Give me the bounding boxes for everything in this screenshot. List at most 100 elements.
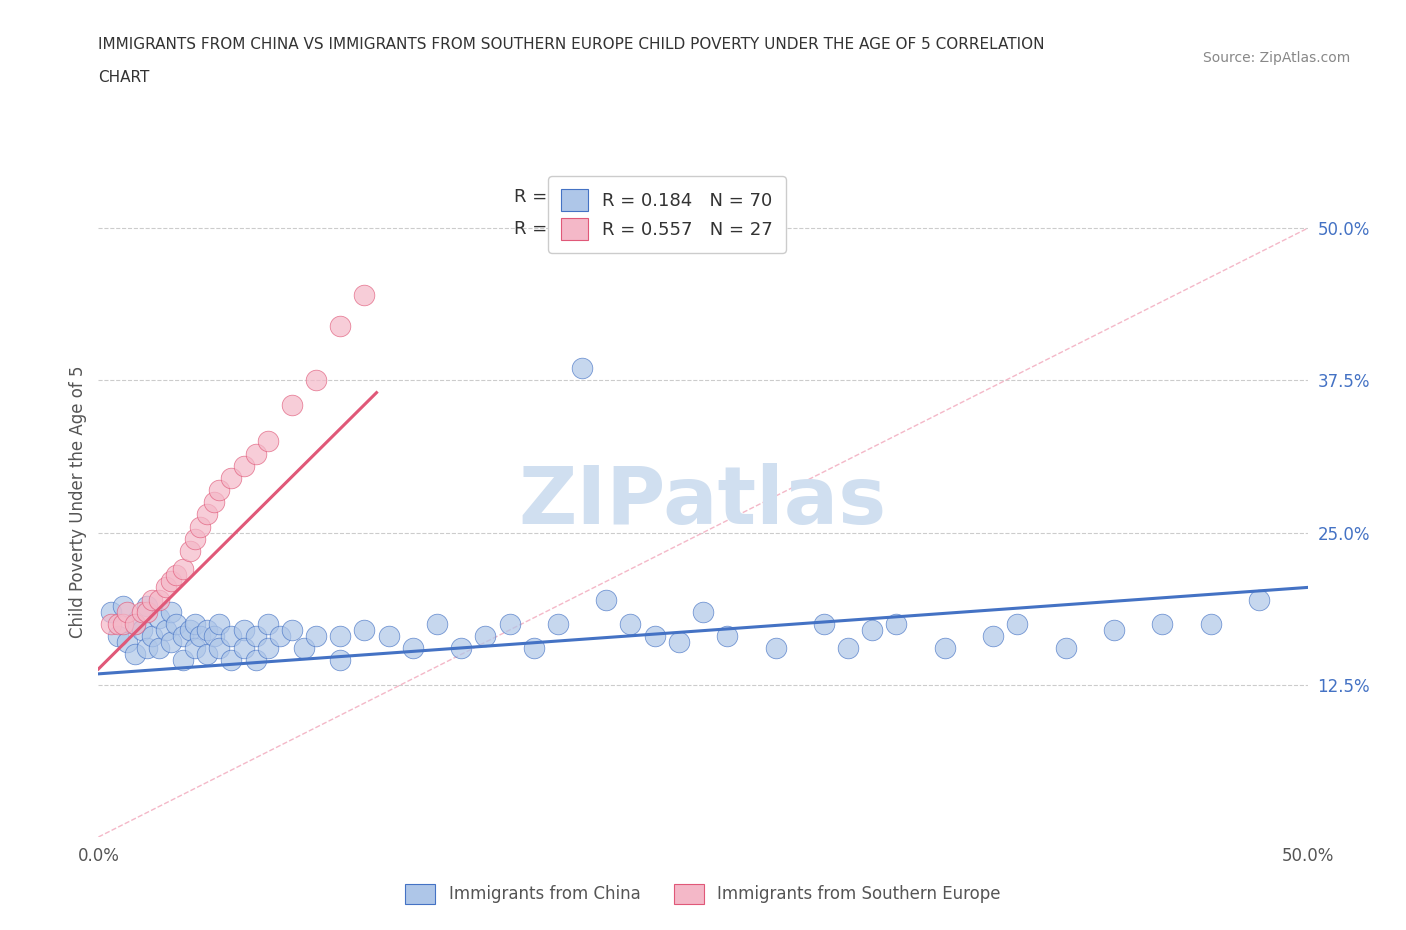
- Point: [595, 592, 617, 607]
- Point: [131, 622, 153, 637]
- Point: [188, 629, 211, 644]
- Point: [135, 641, 157, 656]
- Point: [619, 617, 641, 631]
- Legend: Immigrants from China, Immigrants from Southern Europe: Immigrants from China, Immigrants from S…: [396, 875, 1010, 912]
- Point: [474, 629, 496, 644]
- Text: 70: 70: [652, 188, 675, 206]
- Point: [221, 629, 243, 644]
- Point: [107, 629, 129, 644]
- Point: [135, 598, 157, 613]
- Point: [305, 629, 328, 644]
- Point: [571, 361, 593, 376]
- Point: [402, 641, 425, 656]
- Point: [195, 647, 218, 662]
- Point: [195, 622, 218, 637]
- Point: [148, 592, 170, 607]
- Point: [155, 622, 177, 637]
- Point: [204, 629, 226, 644]
- Point: [281, 622, 304, 637]
- Point: [692, 604, 714, 619]
- Point: [860, 622, 883, 637]
- Point: [100, 604, 122, 619]
- Point: [107, 617, 129, 631]
- Point: [934, 641, 956, 656]
- Y-axis label: Child Poverty Under the Age of 5: Child Poverty Under the Age of 5: [69, 365, 87, 639]
- Point: [221, 653, 243, 668]
- Text: CHART: CHART: [98, 70, 150, 85]
- Point: [141, 629, 163, 644]
- Point: [100, 617, 122, 631]
- Text: Source: ZipAtlas.com: Source: ZipAtlas.com: [1202, 51, 1350, 65]
- Point: [155, 580, 177, 595]
- Point: [329, 318, 352, 333]
- Point: [668, 635, 690, 650]
- Text: IMMIGRANTS FROM CHINA VS IMMIGRANTS FROM SOUTHERN EUROPE CHILD POVERTY UNDER THE: IMMIGRANTS FROM CHINA VS IMMIGRANTS FROM…: [98, 37, 1045, 52]
- Point: [1102, 622, 1125, 637]
- Point: [160, 604, 183, 619]
- Point: [305, 373, 328, 388]
- Point: [172, 562, 194, 577]
- Point: [221, 471, 243, 485]
- Point: [124, 617, 146, 631]
- Point: [232, 622, 254, 637]
- Point: [131, 604, 153, 619]
- Point: [188, 519, 211, 534]
- Point: [179, 543, 201, 558]
- Point: [498, 617, 520, 631]
- Text: N =: N =: [610, 220, 661, 238]
- Point: [256, 617, 278, 631]
- Point: [124, 647, 146, 662]
- Text: R =: R =: [515, 220, 554, 238]
- Point: [256, 434, 278, 449]
- Point: [232, 641, 254, 656]
- Point: [1007, 617, 1029, 631]
- Point: [179, 622, 201, 637]
- Point: [117, 604, 139, 619]
- Point: [281, 397, 304, 412]
- Point: [160, 574, 183, 589]
- Point: [1152, 617, 1174, 631]
- Point: [208, 641, 231, 656]
- Point: [329, 653, 352, 668]
- Point: [111, 617, 134, 631]
- Point: [644, 629, 666, 644]
- Point: [195, 507, 218, 522]
- Point: [184, 617, 207, 631]
- Point: [450, 641, 472, 656]
- Point: [165, 617, 187, 631]
- Point: [208, 617, 231, 631]
- Point: [165, 568, 187, 583]
- Point: [148, 641, 170, 656]
- Point: [204, 495, 226, 510]
- Point: [813, 617, 835, 631]
- Point: [765, 641, 787, 656]
- Point: [981, 629, 1004, 644]
- Point: [377, 629, 399, 644]
- Text: R =: R =: [515, 188, 554, 206]
- Point: [547, 617, 569, 631]
- Point: [716, 629, 738, 644]
- Point: [292, 641, 315, 656]
- Point: [184, 531, 207, 546]
- Text: ZIPatlas: ZIPatlas: [519, 463, 887, 541]
- Point: [124, 617, 146, 631]
- Point: [837, 641, 859, 656]
- Point: [111, 598, 134, 613]
- Text: 0.184: 0.184: [558, 188, 609, 206]
- Text: 0.557: 0.557: [558, 220, 609, 238]
- Point: [256, 641, 278, 656]
- Point: [353, 622, 375, 637]
- Point: [269, 629, 291, 644]
- Point: [1249, 592, 1271, 607]
- Point: [245, 653, 267, 668]
- Point: [232, 458, 254, 473]
- Point: [1054, 641, 1077, 656]
- Point: [245, 629, 267, 644]
- Legend: R = 0.184   N = 70, R = 0.557   N = 27: R = 0.184 N = 70, R = 0.557 N = 27: [548, 177, 786, 253]
- Text: N =: N =: [610, 188, 661, 206]
- Point: [353, 287, 375, 302]
- Point: [148, 610, 170, 625]
- Point: [426, 617, 449, 631]
- Text: 27: 27: [652, 220, 675, 238]
- Point: [208, 483, 231, 498]
